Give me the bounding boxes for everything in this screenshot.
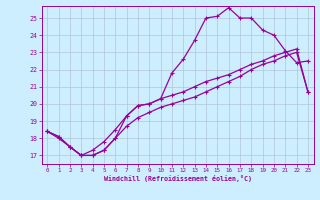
X-axis label: Windchill (Refroidissement éolien,°C): Windchill (Refroidissement éolien,°C): [104, 175, 252, 182]
